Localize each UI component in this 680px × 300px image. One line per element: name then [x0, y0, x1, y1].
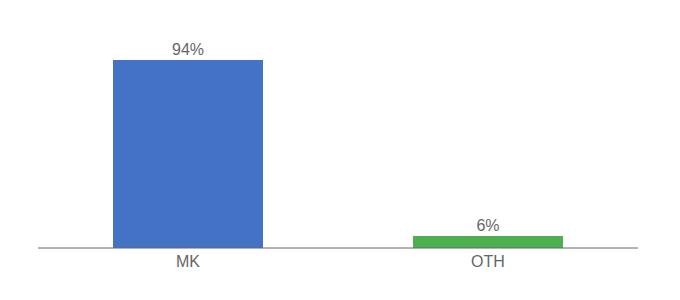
svg-text:MK: MK: [176, 253, 200, 270]
svg-text:6%: 6%: [476, 217, 499, 234]
svg-text:OTH: OTH: [471, 253, 505, 270]
svg-text:94%: 94%: [172, 41, 204, 58]
